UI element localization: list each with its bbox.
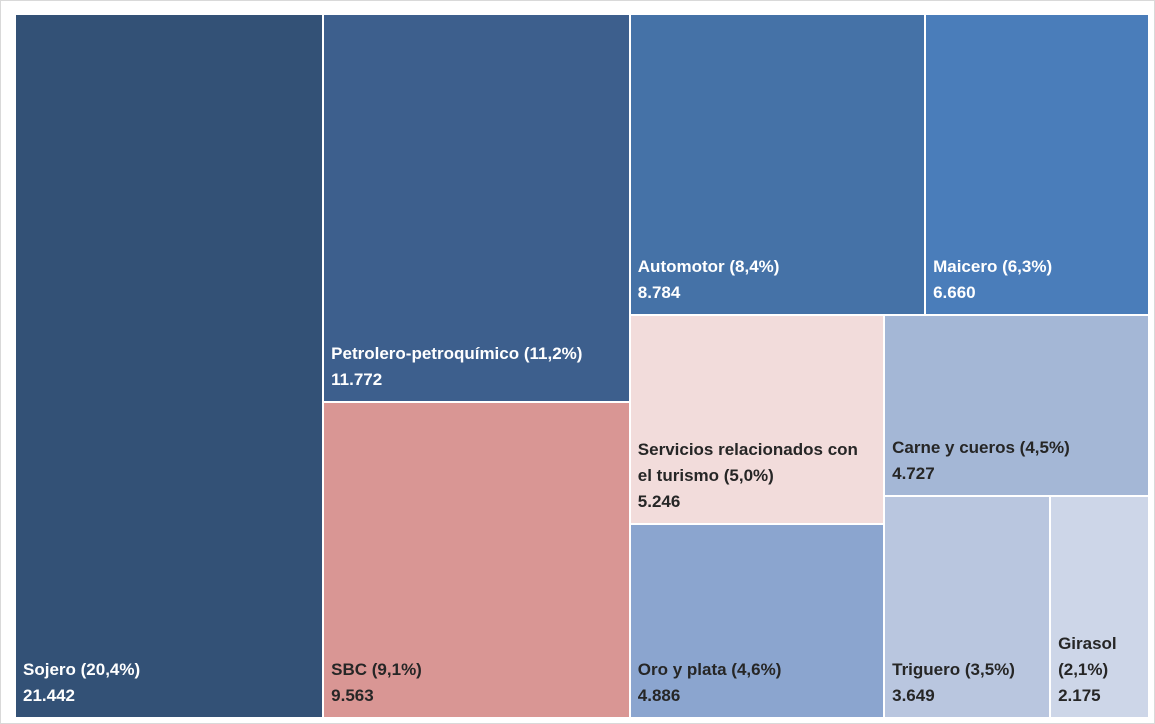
treemap-cell: Girasol (2,1%) 2.175 <box>1050 495 1149 718</box>
cell-label: Sojero (20,4%) <box>23 660 141 679</box>
cell-value: 6.660 <box>933 282 976 302</box>
cell-value: 8.784 <box>637 282 681 302</box>
treemap-cell: Automotor (8,4%) 8.784 <box>629 14 926 315</box>
treemap-cell: Maicero (6,3%) 6.660 <box>925 14 1149 315</box>
cell-value: 5.246 <box>637 491 681 511</box>
cell-value: 11.772 <box>331 370 383 390</box>
cell-value: 2.175 <box>1058 685 1101 705</box>
treemap-cell: Triguero (3,5%) 3.649 <box>884 495 1051 718</box>
treemap-cell: Carne y cueros (4,5%) 4.727 <box>884 314 1149 496</box>
cell-label: Oro y plata (4,6%) <box>637 659 782 679</box>
cell-value: 9.563 <box>331 685 374 705</box>
treemap-cell: Oro y plata (4,6%) 4.886 <box>629 523 885 718</box>
cell-value: 4.727 <box>892 463 935 483</box>
cell-label: SBC (9,1%) <box>331 659 422 679</box>
cell-label: Maicero (6,3%) <box>933 256 1053 276</box>
cell-label: Servicios relacionados con el turismo (5… <box>637 439 858 485</box>
cell-label: Triguero (3,5%) <box>892 659 1015 679</box>
treemap-cell: Servicios relacionados con el turismo (5… <box>629 314 885 524</box>
cell-label: Girasol (2,1%) <box>1058 633 1117 679</box>
treemap-cell: Sojero (20,4%) 21.442 <box>15 14 324 718</box>
cell-value: 4.886 <box>637 685 681 705</box>
cell-label: Petrolero-petroquímico (11,2%) <box>331 344 583 364</box>
plot-area: Sojero (20,4%) 21.442 Petrolero-petroquími… <box>15 14 1149 718</box>
cell-value: 3.649 <box>892 685 935 705</box>
cell-value: 21.442 <box>23 686 75 705</box>
treemap-cell: Petrolero-petroquímico (11,2%) 11.772 <box>323 14 630 403</box>
treemap-cell: SBC (9,1%) 9.563 <box>323 402 630 718</box>
cell-label: Automotor (8,4%) <box>637 256 780 276</box>
cell-label: Carne y cueros (4,5%) <box>892 437 1070 457</box>
